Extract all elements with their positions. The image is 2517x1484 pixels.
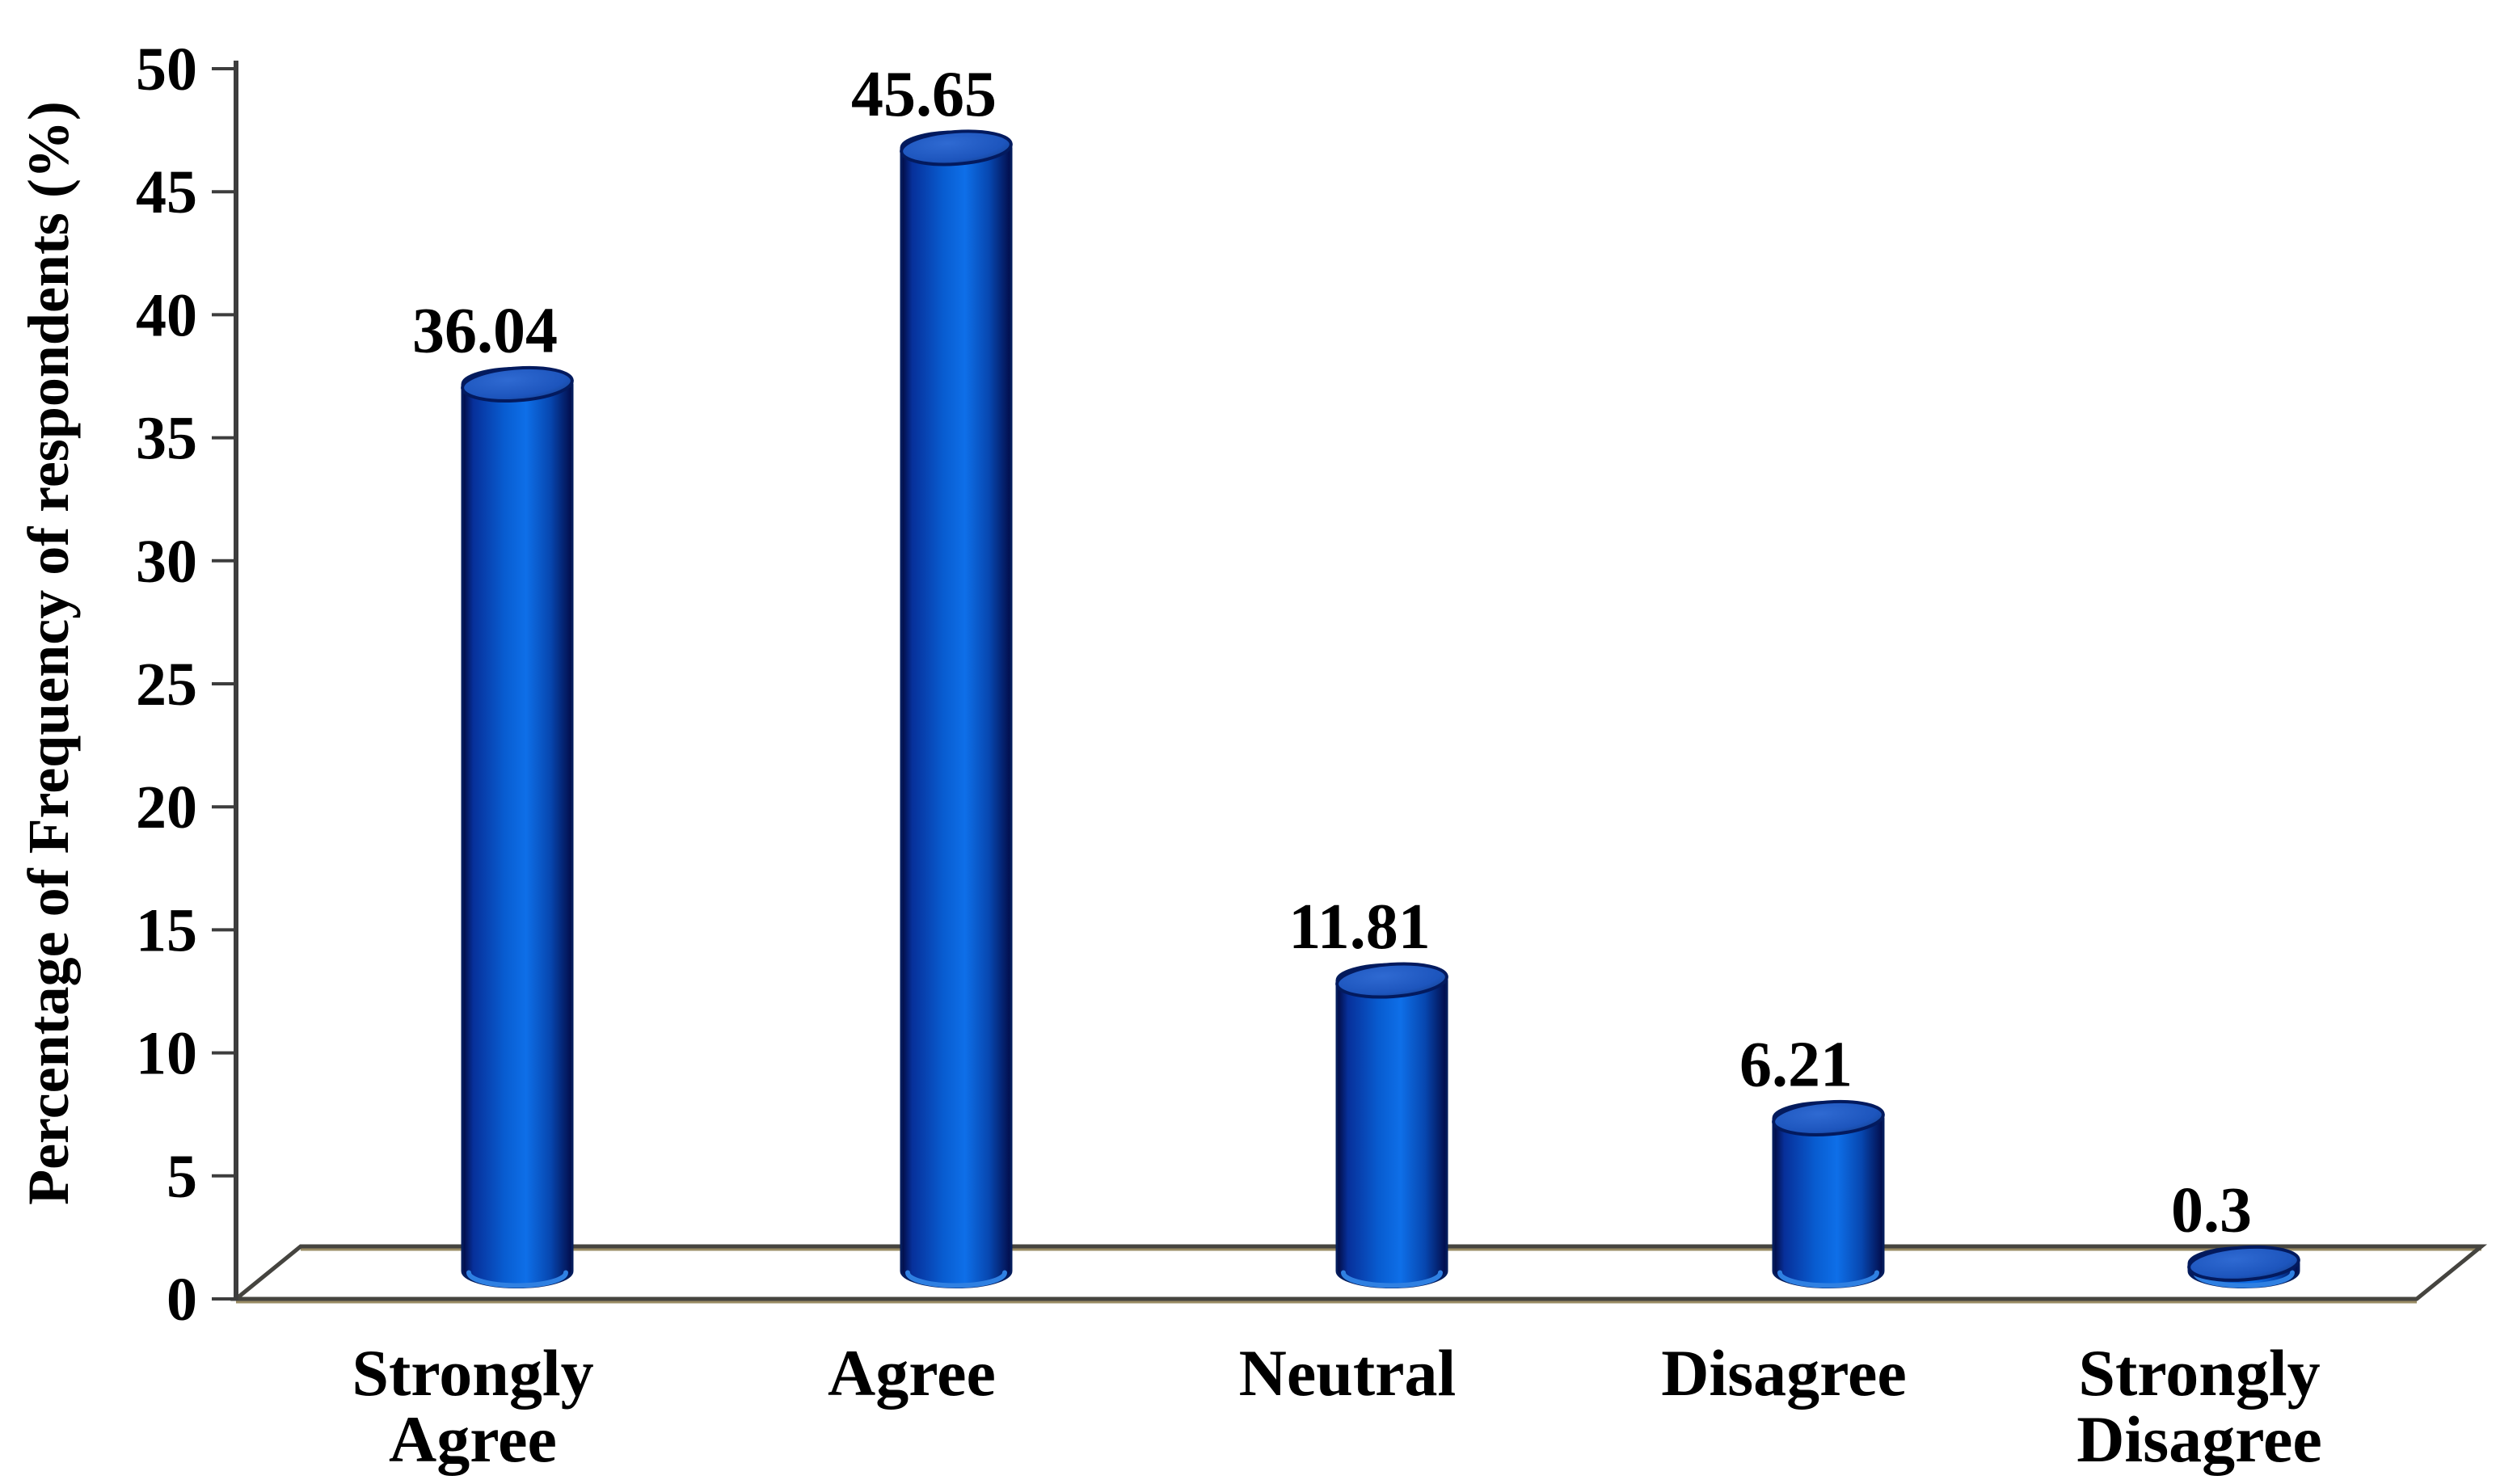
- bar-bottom-rim: [466, 1270, 568, 1288]
- category-label: Neutral: [1239, 1336, 1457, 1410]
- bar-top-ellipse: [2187, 1245, 2300, 1282]
- category-label: Strongly Agree: [352, 1336, 593, 1476]
- y-tick-label: 0: [167, 1266, 197, 1334]
- bar-top-ellipse: [1335, 962, 1448, 999]
- category-label: Disagree: [1661, 1336, 1907, 1410]
- category-label-line: Disagree: [1661, 1336, 1907, 1410]
- bar-disagree: 6.21: [1739, 1029, 1885, 1288]
- bar-neutral: 11.81: [1288, 892, 1448, 1288]
- bar-cylinder-body: [900, 130, 1013, 1288]
- category-label-line: Disagree: [2076, 1402, 2322, 1476]
- bar-top-ellipse: [461, 365, 574, 403]
- bar-bottom-rim: [1341, 1270, 1443, 1288]
- category-label-line: Strongly: [352, 1336, 593, 1410]
- y-tick-label: 25: [136, 651, 197, 719]
- y-tick-label: 5: [167, 1143, 197, 1211]
- y-tick-label: 35: [136, 405, 197, 473]
- y-tick-label: 10: [136, 1020, 197, 1088]
- y-tick-label: 20: [136, 774, 197, 841]
- category-label-line: Agree: [828, 1336, 996, 1410]
- bar-bottom-rim: [2193, 1270, 2295, 1288]
- value-label: 0.3: [2171, 1174, 2252, 1246]
- y-tick-label: 15: [136, 896, 197, 964]
- value-label: 45.65: [851, 59, 997, 130]
- bar-strongly-agree: 36.04: [412, 295, 574, 1288]
- y-axis-title: Percentage of Frequency of respondents (…: [16, 101, 81, 1205]
- category-label-line: Neutral: [1239, 1336, 1457, 1410]
- floor-outline: [230, 1244, 2488, 1301]
- value-label: 6.21: [1739, 1029, 1853, 1100]
- bar-cylinder-body: [1335, 963, 1448, 1288]
- bar-bottom-rim: [1777, 1270, 1879, 1288]
- bars-group: 36.04 45.65 11.81 6.21 0.3: [412, 59, 2300, 1288]
- y-tick-label: 50: [136, 36, 197, 103]
- y-axis: 0 5 10 15 20 25 30 35 40 45 50: [136, 36, 238, 1334]
- value-label: 36.04: [412, 295, 558, 366]
- category-label: Strongly Disagree: [2076, 1336, 2322, 1476]
- bar-bottom-rim: [905, 1270, 1007, 1288]
- bar-top-ellipse: [900, 129, 1013, 167]
- bar-agree: 45.65: [851, 59, 1013, 1288]
- y-tick-label: 30: [136, 528, 197, 596]
- bar-cylinder-body: [461, 366, 574, 1288]
- category-label-line: Strongly: [2078, 1336, 2320, 1410]
- bar-strongly-disagree: 0.3: [2171, 1174, 2300, 1288]
- bar-top-ellipse: [1772, 1099, 1885, 1136]
- value-label: 11.81: [1288, 892, 1431, 963]
- category-label-line: Agree: [389, 1402, 557, 1476]
- category-label: Agree: [828, 1336, 996, 1410]
- y-tick-label: 45: [136, 158, 197, 226]
- y-tick-label: 40: [136, 281, 197, 349]
